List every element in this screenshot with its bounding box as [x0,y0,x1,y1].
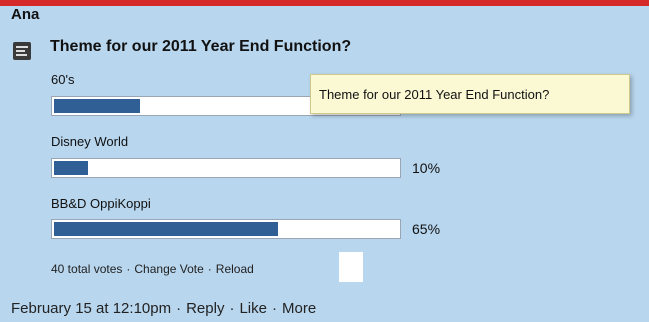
poll-option-percent: 65% [412,221,441,237]
top-border [0,0,649,6]
poll-option-label[interactable]: BB&D OppiKoppi [51,196,151,211]
poll-icon [13,42,31,60]
total-votes: 40 total votes [51,262,123,276]
poll-option-label[interactable]: Disney World [51,134,129,149]
more-link[interactable]: More [281,300,317,317]
poll-option-fill [54,222,278,236]
poll-title: Theme for our 2011 Year End Function? [50,38,352,55]
post-author[interactable]: Ana [11,6,40,23]
post-timestamp[interactable]: February 15 at 12:10pm [11,300,172,317]
change-vote-link[interactable]: Change Vote [134,262,204,276]
separator: · [176,300,182,317]
separator: · [229,300,235,317]
separator: · [126,262,131,276]
poll-option-label[interactable]: 60's [51,72,75,87]
like-link[interactable]: Like [239,300,267,317]
reply-link[interactable]: Reply [186,300,225,317]
poll-option-bar[interactable] [51,158,401,178]
poll-option-percent: 10% [412,160,441,176]
separator: · [271,300,277,317]
poll-title-tooltip: Theme for our 2011 Year End Function? [310,74,630,114]
poll-footer: 40 total votes · Change Vote · Reload [51,262,254,276]
poll-option-bar[interactable] [51,219,401,239]
separator: · [207,262,212,276]
poll-option-fill [54,161,88,175]
poll-option-fill [54,99,140,113]
post-meta: February 15 at 12:10pm · Reply · Like · More [11,300,316,317]
blank-box [339,252,363,282]
reload-link[interactable]: Reload [215,262,254,276]
